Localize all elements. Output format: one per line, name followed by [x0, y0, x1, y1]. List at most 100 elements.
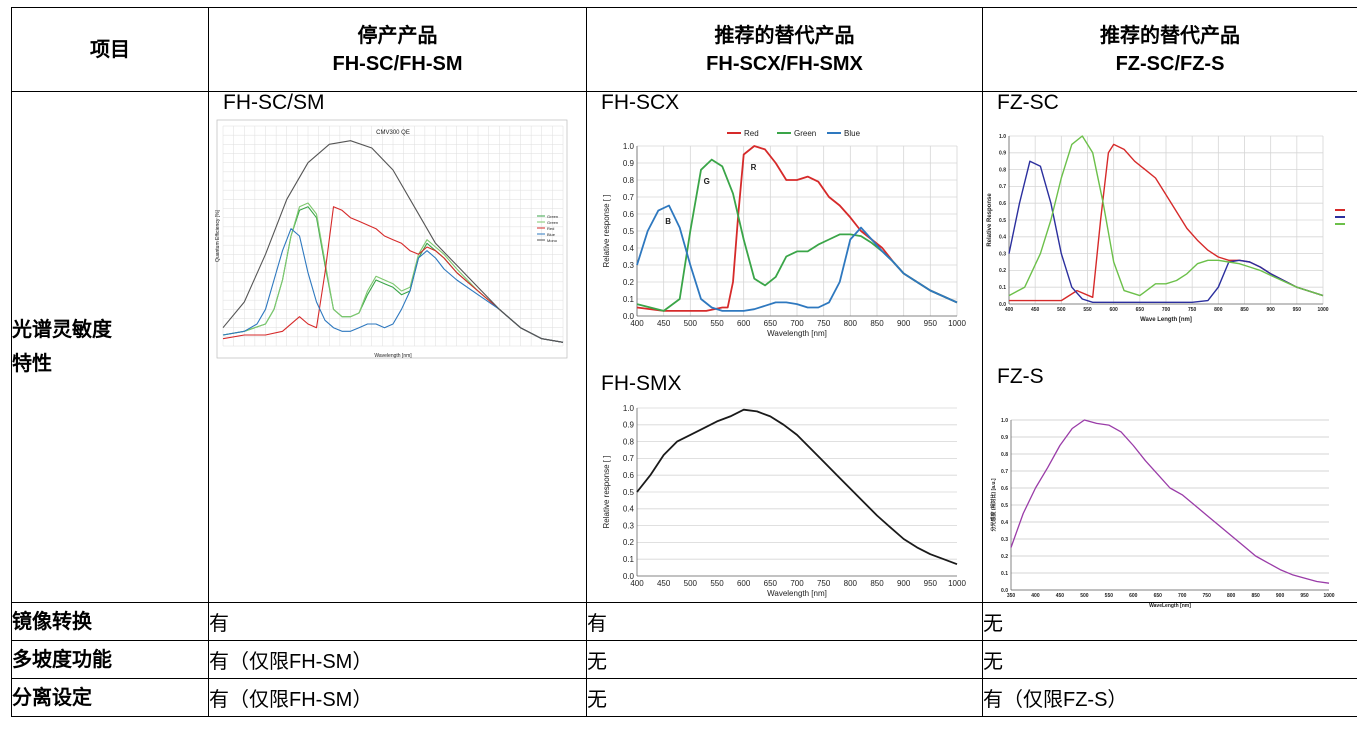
fz-s-y-tick-label: 0.6 [1001, 486, 1008, 492]
fz-s-x-tick-label: 850 [1251, 593, 1260, 599]
fz-s-y-tick-label: 0.3 [1001, 537, 1008, 543]
fh-smx-y-tick-label: 0.8 [623, 437, 635, 446]
fz-s-y-tick-label: 0.4 [1001, 520, 1008, 526]
fh-scx-x-tick-label: 600 [737, 319, 751, 328]
fz-sc-y-tick-label: 1.0 [999, 134, 1006, 140]
header-recommended-2: 推荐的替代产品 FZ-SC/FZ-S [982, 7, 1357, 92]
fh-scx-x-tick-label: 400 [630, 319, 644, 328]
fz-s-x-tick-label: 600 [1129, 593, 1138, 599]
fz-sc-x-tick-label: 400 [1005, 307, 1014, 313]
fh-scx-legend-label: Blue [844, 129, 861, 138]
fz-s-group: 350 400 450 500 550 600 650 700 750 800 850 900 950 1… [990, 418, 1335, 609]
fh-smx-x-tick-label: 950 [924, 579, 938, 588]
multislope-fh-scx: 无 [586, 640, 983, 679]
fh-smx-y-tick-label: 0.3 [623, 521, 635, 530]
separation-fh-sc: 有（仅限FH-SM） [208, 678, 587, 717]
fh-sc-sm-series-green2 [222, 202, 564, 343]
fh-smx-x-tick-label: 700 [790, 579, 804, 588]
fz-s-y-tick-label: 0.2 [1001, 554, 1008, 560]
fh-scx-x-tick-label: 550 [710, 319, 724, 328]
multislope-row: 多坡度功能 有（仅限FH-SM） 无 无 [11, 640, 1357, 679]
fz-s-x-tick-label: 750 [1203, 593, 1212, 599]
fh-smx-y-tick-label: 0.7 [623, 454, 635, 463]
fh-scx-y-tick-label: 0.0 [623, 312, 635, 321]
fz-s-y-tick-label: 1.0 [1001, 418, 1008, 424]
fz-s-y-axis-label: 分光感度 (相対比) [a.u.] [990, 478, 997, 531]
header-discontinued-label: 停产产品 [357, 24, 438, 47]
fh-scx-annotation-b: B [665, 217, 671, 226]
fz-sc-x-tick-label: 750 [1188, 307, 1197, 313]
fh-smx-x-tick-label: 900 [897, 579, 911, 588]
fz-s-title: FZ-S [997, 365, 1044, 388]
fz-sc-x-tick-label: 800 [1214, 307, 1223, 313]
fz-sc-y-tick-label: 0.5 [999, 218, 1006, 224]
fh-smx-x-tick-label: 400 [630, 579, 644, 588]
fh-sc-sm-legend-label: Mono [547, 238, 558, 243]
fh-scx-y-tick-label: 0.4 [623, 244, 635, 253]
fh-scx-x-tick-label: 1000 [948, 319, 966, 328]
fz-sc-x-tick-label: 1000 [1317, 307, 1328, 313]
fh-smx-series-mono [636, 408, 958, 566]
fh-scx-legend-label: Green [794, 129, 816, 138]
fh-smx-x-tick-label: 600 [737, 579, 751, 588]
mirror-fh-scx: 有 [586, 602, 983, 641]
separation-fh-scx: 无 [586, 678, 983, 717]
mirror-row: 镜像转换 有 有 无 [11, 602, 1357, 641]
fh-scx-y-tick-label: 0.6 [623, 210, 635, 219]
fz-s-x-axis-label: WaveLength [nm] [1149, 603, 1191, 609]
fh-scx-x-tick-label: 950 [924, 319, 938, 328]
fz-s-y-tick-label: 0.7 [1001, 469, 1008, 475]
fz-s-x-tick-label: 650 [1154, 593, 1163, 599]
fz-sc-x-tick-label: 500 [1057, 307, 1066, 313]
fh-smx-x-tick-label: 750 [817, 579, 831, 588]
fz-sc-y-axis-label: Relative Response [987, 193, 993, 247]
fz-chart: 400 450 500 550 600 650 700 750 800 850 900 950 1000… [987, 134, 1345, 609]
fh-scx-y-tick-label: 0.2 [623, 278, 635, 287]
fh-smx-y-tick-label: 0.2 [623, 538, 635, 547]
fh-scx-y-tick-label: 0.1 [623, 295, 635, 304]
fh-sc-sm-series-blue [222, 228, 564, 343]
fh-smx-title: FH-SMX [601, 372, 682, 395]
fz-s-x-tick-label: 500 [1080, 593, 1089, 599]
fz-s-x-tick-label: 450 [1056, 593, 1065, 599]
multislope-label: 多坡度功能 [11, 640, 209, 679]
header-discontinued-model: FH-SC/FH-SM [332, 52, 463, 75]
spectral-cell-fh-sc: FH-SC/SM Wavelength [nm] Quantum Efficien… [208, 91, 587, 603]
fh-scx-y-tick-label: 0.3 [623, 261, 635, 270]
fz-s-x-tick-label: 1000 [1323, 593, 1334, 599]
fz-sc-x-tick-label: 950 [1293, 307, 1302, 313]
fz-sc-y-tick-label: 0.7 [999, 184, 1006, 190]
fh-scx-x-tick-label: 850 [870, 319, 884, 328]
fz-sc-x-axis-label: Wave Length [nm] [1140, 317, 1192, 323]
fh-smx-y-tick-label: 0.4 [623, 505, 635, 514]
fh-sc-sm-legend-label: Blue [547, 232, 556, 237]
header-rec1-label: 推荐的替代产品 [714, 24, 855, 47]
fz-s-x-tick-label: 350 [1007, 593, 1016, 599]
fh-smx-y-tick-label: 0.1 [623, 555, 635, 564]
fh-smx-x-tick-label: 1000 [948, 579, 966, 588]
multislope-fh-sc: 有（仅限FH-SM） [208, 640, 587, 679]
fh-smx-x-tick-label: 500 [684, 579, 698, 588]
fh-scx-x-axis-label: Wavelength [nm] [767, 329, 827, 338]
fz-sc-y-tick-label: 0.6 [999, 201, 1006, 207]
fh-sc-sm-legend-label: Red [547, 226, 554, 231]
spectral-label-cell: 光谱灵敏度 特性 [11, 91, 209, 603]
header-rec2-model: FZ-SC/FZ-S [1115, 52, 1225, 75]
fz-s-x-tick-label: 400 [1031, 593, 1040, 599]
spectral-label-line2: 特性 [12, 353, 52, 375]
fh-scx-x-tick-label: 650 [764, 319, 778, 328]
fh-sc-sm-y-axis-label: Quantum Efficiency [%] [215, 209, 221, 261]
fz-sc-series-green [1008, 135, 1324, 297]
fh-sc-sm-legend-label: Green [547, 214, 558, 219]
fh-sc-sm-group: Wavelength [nm] Quantum Efficiency [%] [215, 125, 564, 359]
fz-sc-x-tick-label: 550 [1083, 307, 1092, 313]
fh-scx-series-blue [636, 204, 958, 312]
fh-scx-annotation-r: R [751, 163, 757, 172]
fz-sc-x-tick-label: 650 [1136, 307, 1145, 313]
fz-sc-series-blue [1008, 160, 1324, 304]
fh-scx-x-tick-label: 700 [790, 319, 804, 328]
separation-fz: 有（仅限FZ-S） [982, 678, 1357, 717]
fz-sc-x-tick-label: 450 [1031, 307, 1040, 313]
fz-sc-x-tick-label: 850 [1240, 307, 1249, 313]
fz-s-x-tick-label: 700 [1178, 593, 1187, 599]
